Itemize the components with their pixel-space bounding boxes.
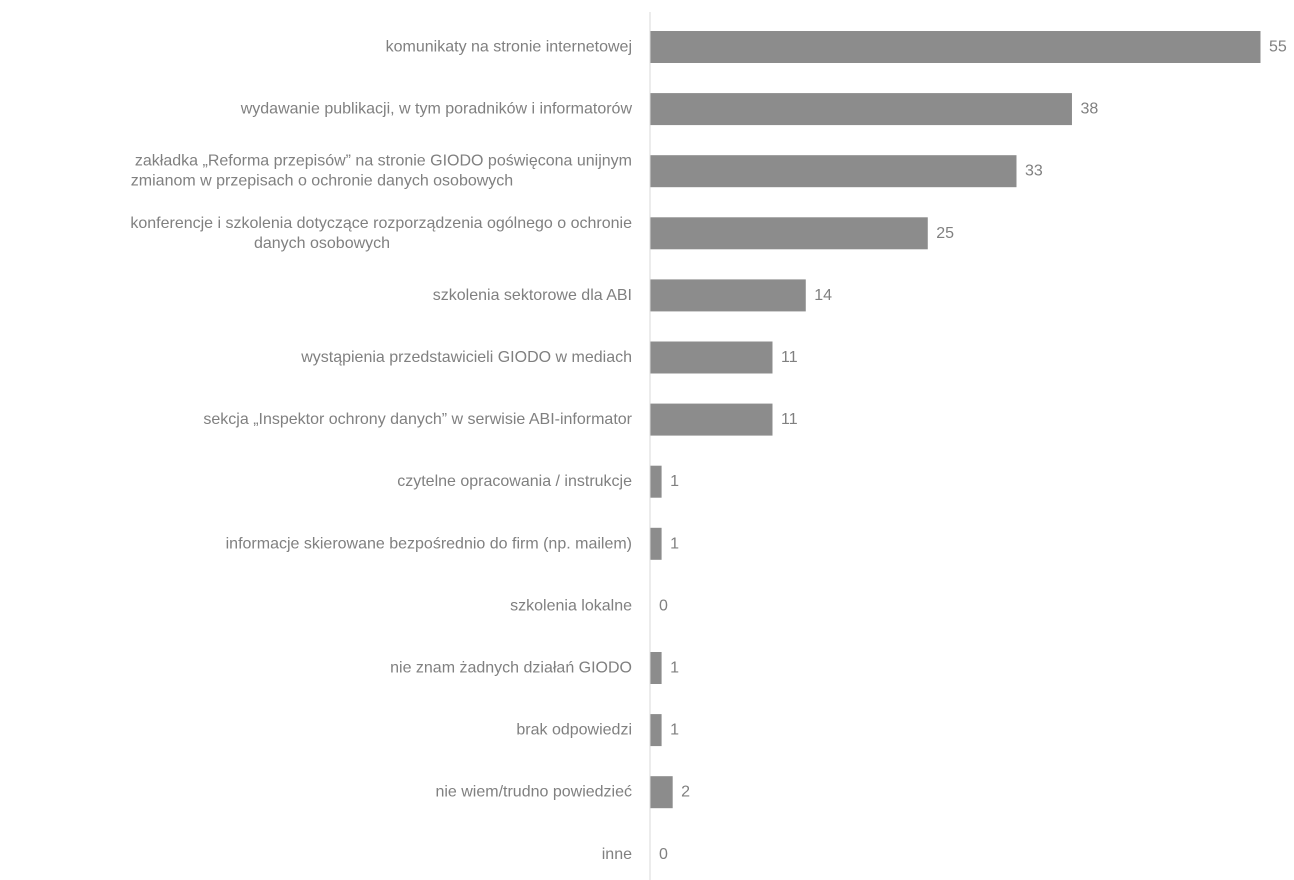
bar xyxy=(650,776,673,809)
category-label: szkolenia lokalne xyxy=(510,597,632,614)
category-label: inne xyxy=(602,846,632,863)
category-label: szkolenia sektorowe dla ABI xyxy=(433,287,632,304)
category-label-line: inne xyxy=(602,846,632,863)
category-label: czytelne opracowania / instrukcje xyxy=(397,473,632,490)
bar-value-label: 1 xyxy=(670,473,679,490)
bar xyxy=(650,93,1072,126)
category-label-line: zakładka „Reforma przepisów” na stronie … xyxy=(135,153,632,170)
category-label-line: zmianom w przepisach o ochronie danych o… xyxy=(131,173,513,190)
category-label: komunikaty na stronie internetowej xyxy=(386,39,632,56)
bar-value-label: 0 xyxy=(659,846,668,863)
bar xyxy=(650,527,662,560)
category-label-line: komunikaty na stronie internetowej xyxy=(386,39,632,56)
bar xyxy=(650,279,806,312)
bar xyxy=(650,465,662,498)
category-label: konferencje i szkolenia dotyczące rozpor… xyxy=(130,215,632,252)
category-label: nie wiem/trudno powiedzieć xyxy=(435,784,632,801)
bar xyxy=(650,714,662,747)
bar-value-label: 38 xyxy=(1080,101,1098,118)
bars-group xyxy=(650,31,1261,809)
bar-value-label: 1 xyxy=(670,535,679,552)
bar-value-label: 11 xyxy=(781,349,798,366)
category-label-line: czytelne opracowania / instrukcje xyxy=(397,473,632,490)
bar xyxy=(650,341,773,374)
category-label-line: danych osobowych xyxy=(254,235,390,252)
category-labels-group: komunikaty na stronie internetowej wydawa… xyxy=(130,39,632,863)
bar-value-label: 2 xyxy=(681,784,690,801)
category-label-line: sekcja „Inspektor ochrony danych” w serw… xyxy=(203,411,632,428)
category-label-line: nie znam żadnych działań GIODO xyxy=(390,660,632,677)
bar xyxy=(650,31,1261,63)
category-label-line: konferencje i szkolenia dotyczące rozpor… xyxy=(130,215,632,232)
bar-value-label: 14 xyxy=(814,287,832,304)
category-label: zakładka „Reforma przepisów” na stronie … xyxy=(131,153,632,190)
category-label: sekcja „Inspektor ochrony danych” w serw… xyxy=(203,411,632,428)
category-label-line: szkolenia sektorowe dla ABI xyxy=(433,287,632,304)
bar xyxy=(650,652,662,684)
bar xyxy=(650,217,928,250)
bar-value-label: 11 xyxy=(781,411,798,428)
category-label-line: brak odpowiedzi xyxy=(516,722,632,739)
category-label: informacje skierowane bezpośrednio do fi… xyxy=(226,535,632,552)
bar xyxy=(650,155,1017,188)
category-label: nie znam żadnych działań GIODO xyxy=(390,660,632,677)
bar xyxy=(650,403,773,436)
bar-value-label: 1 xyxy=(670,722,679,739)
bar-value-label: 33 xyxy=(1025,163,1043,180)
category-label-line: wystąpienia przedstawicieli GIODO w medi… xyxy=(300,349,632,366)
category-label-line: informacje skierowane bezpośrednio do fi… xyxy=(226,535,632,552)
category-label-line: szkolenia lokalne xyxy=(510,597,632,614)
bar-value-label: 0 xyxy=(659,597,668,614)
bar-value-label: 1 xyxy=(670,660,679,677)
category-label: wydawanie publikacji, w tym poradników i… xyxy=(240,101,633,118)
category-label-line: nie wiem/trudno powiedzieć xyxy=(435,784,632,801)
bar-value-label: 55 xyxy=(1269,39,1287,56)
bar-value-label: 25 xyxy=(936,225,954,242)
category-label-line: wydawanie publikacji, w tym poradników i… xyxy=(240,101,633,118)
category-label: wystąpienia przedstawicieli GIODO w medi… xyxy=(300,349,632,366)
category-label: brak odpowiedzi xyxy=(516,722,632,739)
